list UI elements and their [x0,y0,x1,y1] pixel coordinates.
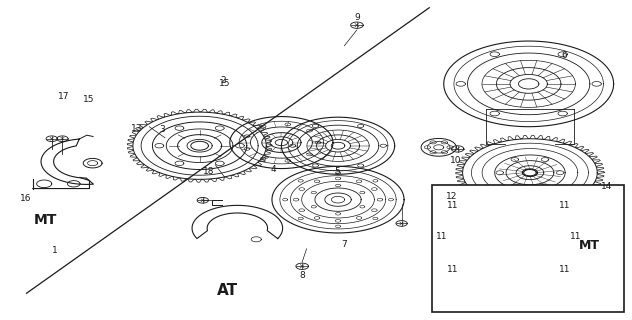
Text: 12: 12 [446,192,458,201]
Polygon shape [41,139,94,184]
Polygon shape [192,205,283,239]
Text: 1: 1 [52,246,58,255]
Text: 15: 15 [83,95,95,104]
Text: 18: 18 [204,167,215,176]
Text: MT: MT [579,239,600,252]
Text: 11: 11 [447,202,459,211]
Text: 4: 4 [270,165,276,174]
Text: 8: 8 [300,271,305,280]
Text: 14: 14 [601,182,612,191]
Text: 13: 13 [131,124,142,133]
Text: 16: 16 [20,194,31,203]
Text: 11: 11 [559,265,570,274]
Text: 3: 3 [159,125,165,134]
Text: 15: 15 [219,79,231,88]
Text: 7: 7 [341,240,347,249]
Text: 11: 11 [569,232,581,241]
Text: MT: MT [33,213,57,227]
Text: 5: 5 [334,167,340,176]
Text: 6: 6 [562,51,568,60]
Polygon shape [558,292,583,305]
Text: AT: AT [217,283,238,298]
Text: 10: 10 [450,156,461,164]
Text: 2: 2 [220,76,226,85]
Text: 11: 11 [447,265,459,274]
Text: 11: 11 [436,232,447,241]
Text: 9: 9 [354,13,360,22]
Text: 11: 11 [559,202,570,211]
Text: 17: 17 [58,92,70,101]
Bar [432,185,624,312]
Text: FR.: FR. [532,293,549,302]
